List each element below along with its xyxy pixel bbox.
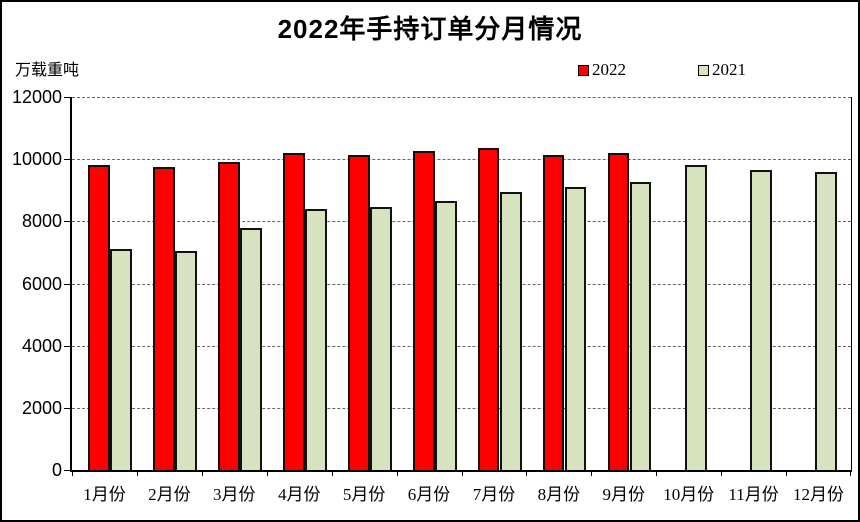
x-label-m4: 4月份 [277,485,321,504]
x-label-m5: 5月份 [342,485,386,504]
bar-2022-m1 [88,165,110,470]
legend-label-2021: 2021 [712,60,746,79]
x-label-m12: 12月份 [793,485,845,504]
bar-2021-m6 [434,201,457,470]
x-label-m7: 7月份 [472,485,516,504]
x-label-m2: 2月份 [148,485,191,504]
bar-2021-m4 [305,208,327,470]
bar-2021-m1 [110,249,133,470]
bar-2021-m9 [629,182,652,470]
bar-2021-m3 [240,227,262,470]
bar-2022-m8 [542,154,565,470]
x-label-m3: 3月份 [213,485,256,504]
plot-area: 0 2000 4000 6000 8000 10000 12000 1月份 2月份 3月份 4月份 5… [12,88,852,504]
legend-swatch-2022 [578,64,589,76]
bar-2021-m8 [564,187,587,470]
bar-2022-m3 [218,162,240,470]
x-tick-3 [266,472,268,476]
y-tick-label-0: 0 [51,460,62,480]
gridline-4000 [72,345,851,347]
legend-swatch-2021 [698,64,709,76]
bar-2021-m12 [815,171,838,470]
gridline-2000 [72,407,851,409]
bar-2021-m10 [685,165,708,470]
bar-2021-m5 [369,207,392,470]
y-tick-label-12000: 12000 [11,87,62,107]
x-tick-4 [331,472,333,476]
y-tick-12000 [64,97,70,98]
bar-2022-m6 [412,151,435,470]
bar-2021-m7 [499,191,522,470]
x-tick-5 [396,472,398,476]
y-tick-6000 [64,283,70,285]
chart-title: 2022年手持订单分月情况 [277,14,583,44]
x-label-m11: 11月份 [728,485,779,504]
y-axis-unit-label: 万载重吨 [15,62,80,79]
y-tick-2000 [64,407,70,409]
legend: 2022 2021 [578,60,746,80]
x-label-m6: 6月份 [407,485,451,504]
gridline-8000 [72,221,851,223]
x-label-m1: 1月份 [83,485,126,504]
y-tick-4000 [64,345,70,347]
x-label-m10: 10月份 [663,485,715,504]
gridline-10000 [72,159,851,161]
y-tick-label-6000: 6000 [21,273,62,294]
bar-2022-m5 [347,154,370,470]
x-tick-1 [136,472,138,476]
legend-label-2022: 2022 [592,60,626,79]
x-tick-2 [201,472,203,476]
x-tick-7 [526,472,528,476]
y-tick-0 [64,470,70,471]
y-tick-8000 [64,221,70,223]
x-tick-9 [656,472,658,476]
bar-2021-m11 [750,170,773,470]
y-tick-label-4000: 4000 [21,335,62,356]
bar-2021-m2 [175,250,197,470]
legend-item-2021: 2021 [698,60,746,80]
legend-item-2022: 2022 [578,60,626,80]
x-label-m8: 8月份 [537,485,581,504]
y-tick-label-2000: 2000 [21,397,62,418]
gridline-12000 [72,97,851,98]
y-tick-label-10000: 10000 [11,149,62,170]
x-tick-6 [461,472,463,476]
x-tick-10 [721,472,723,476]
y-tick-label-8000: 8000 [21,211,62,232]
x-tick-8 [591,472,593,476]
x-label-m9: 9月份 [602,485,646,504]
gridline-6000 [72,283,851,285]
y-tick-10000 [64,159,70,161]
x-tick-11 [786,472,788,476]
bar-2022-m4 [282,152,305,470]
bar-2022-m9 [607,152,630,470]
bar-2022-m2 [153,166,175,470]
bar-2022-m7 [477,148,500,470]
x-tick-12 [850,472,851,476]
x-tick-0 [72,472,73,476]
